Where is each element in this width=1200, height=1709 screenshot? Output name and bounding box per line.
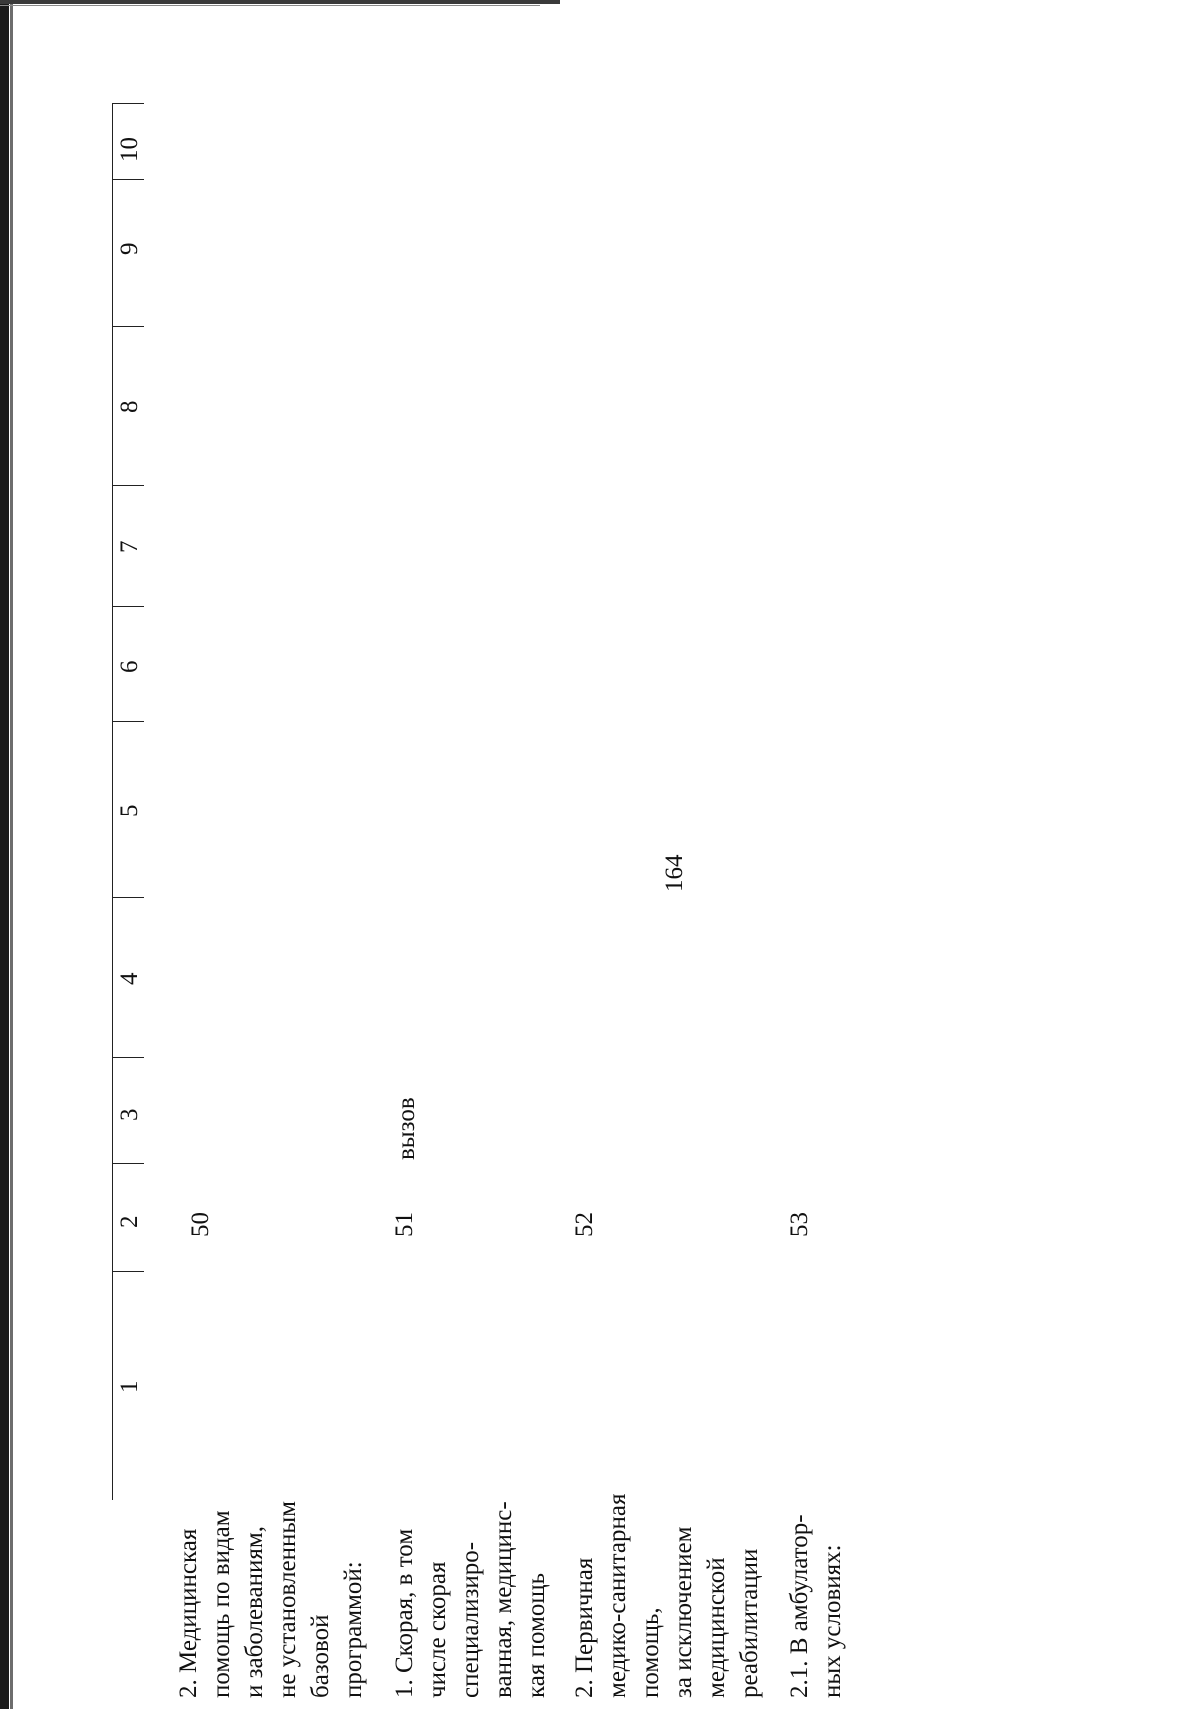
column-separator — [112, 721, 144, 722]
column-header: 1 — [116, 1380, 143, 1394]
column-header: 5 — [116, 804, 143, 818]
row-unit: вызов — [393, 1097, 420, 1160]
column-separator — [112, 179, 144, 180]
column-separator — [112, 1057, 144, 1058]
column-separator — [112, 1271, 144, 1272]
row-label: 1. Скорая, в том числе скорая специализи… — [391, 1501, 550, 1698]
column-header: 2 — [116, 1215, 143, 1229]
column-separator — [112, 103, 144, 104]
column-header: 6 — [116, 660, 143, 674]
row-label: 2. Первичная медико-санитарная помощь, з… — [571, 1493, 763, 1698]
column-header: 4 — [116, 972, 143, 986]
scan-edge-top — [0, 0, 560, 4]
column-header: 3 — [116, 1108, 143, 1122]
column-header: 10 — [116, 137, 143, 162]
column-header: 7 — [116, 540, 143, 554]
row-number: 51 — [391, 1212, 418, 1237]
column-separator — [112, 1163, 144, 1164]
row-number: 50 — [187, 1212, 214, 1237]
column-separator — [112, 485, 144, 486]
scan-edge-left-shadow — [10, 0, 13, 1709]
table-top-rule — [112, 103, 113, 1500]
page-number: 164 — [661, 854, 688, 893]
row-label: 2. Медицинская помощь по видам и заболев… — [175, 1501, 367, 1698]
column-separator — [112, 897, 144, 898]
row-number: 52 — [571, 1212, 598, 1237]
row-label: 2.1. В амбулатор- ных условиях: — [786, 1514, 846, 1698]
scan-edge-top-shadow — [0, 5, 540, 6]
column-header: 8 — [116, 400, 143, 414]
row-number: 53 — [786, 1212, 813, 1237]
scan-edge-left — [0, 0, 9, 1709]
column-header: 9 — [116, 242, 143, 256]
column-separator — [112, 606, 144, 607]
column-separator — [112, 326, 144, 327]
